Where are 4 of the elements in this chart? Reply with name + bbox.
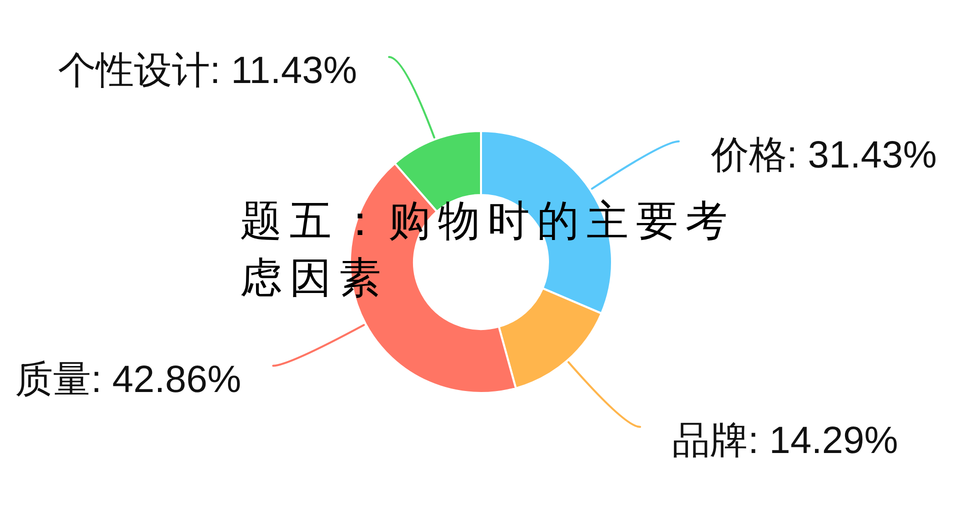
slice-label: 价格: 31.43% [710, 134, 937, 176]
slice-label: 质量: 42.86% [15, 358, 242, 401]
slice-label: 品牌: 14.29% [672, 420, 898, 462]
slice-label: 个性设计: 11.43% [58, 50, 358, 92]
